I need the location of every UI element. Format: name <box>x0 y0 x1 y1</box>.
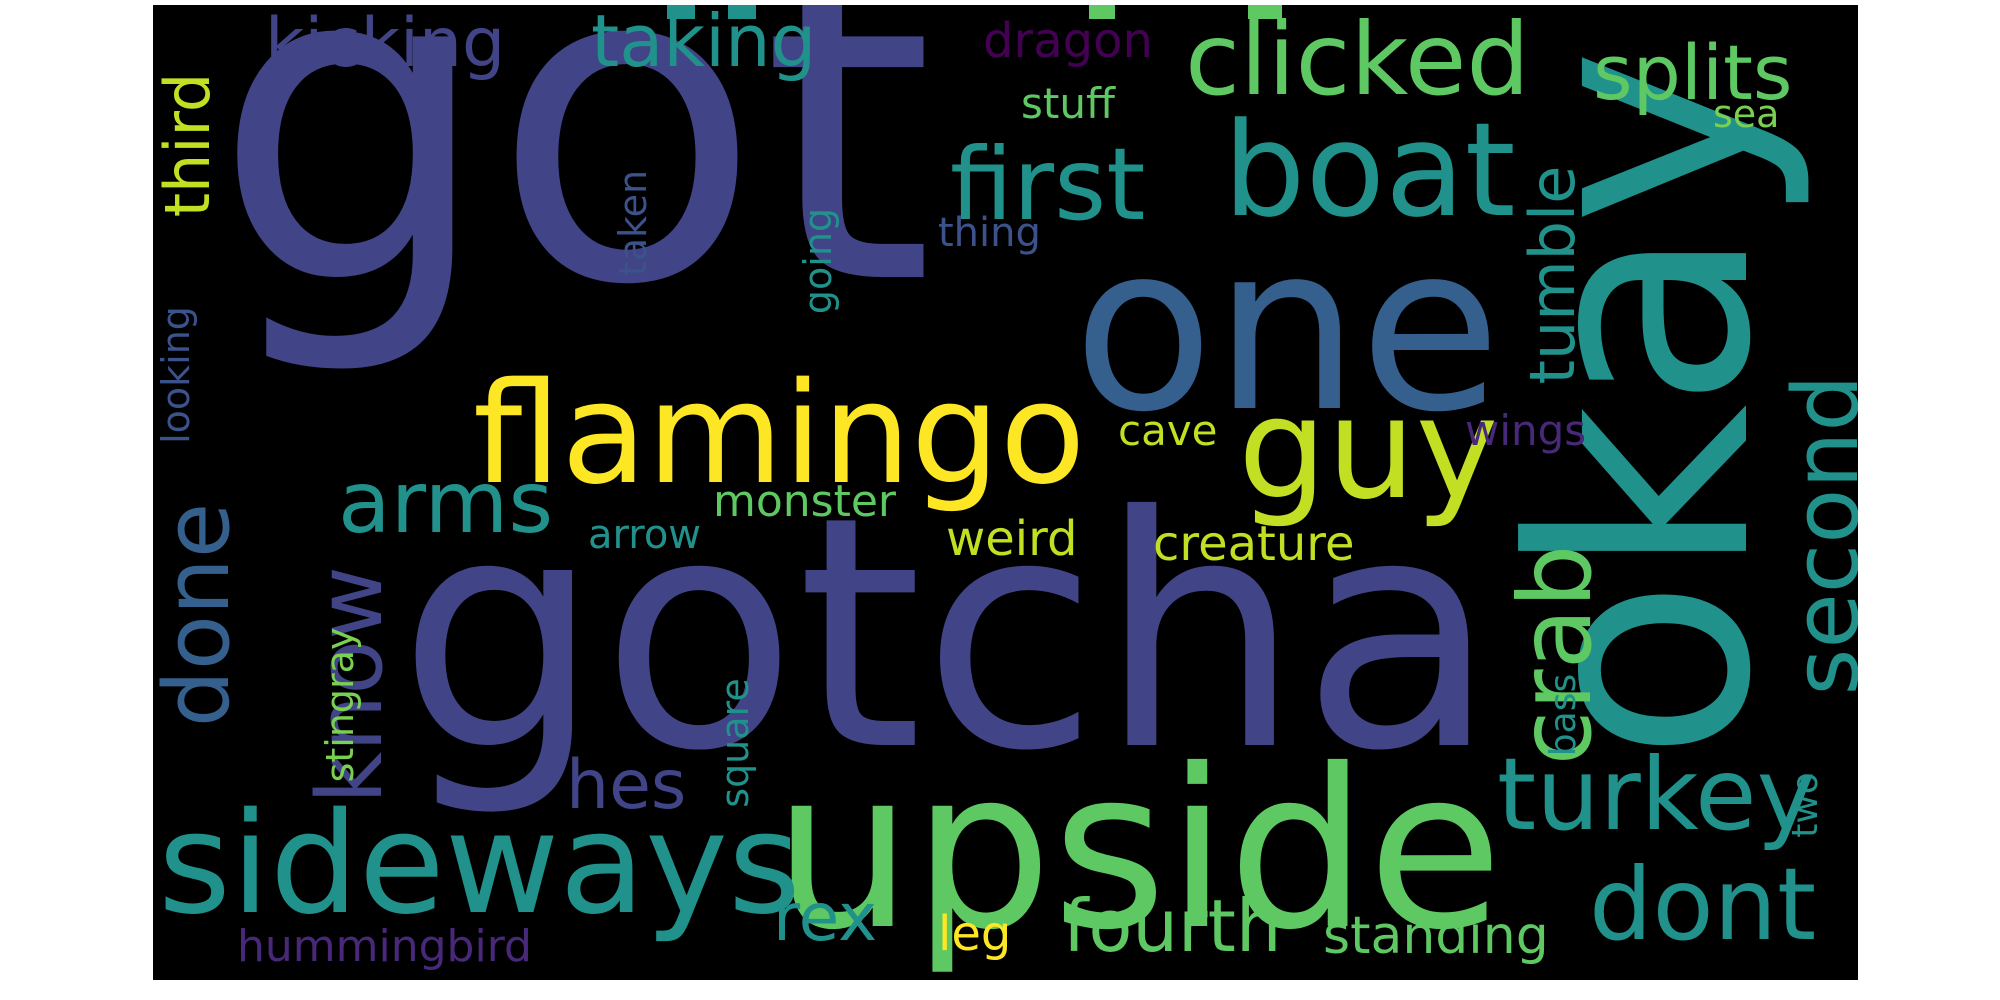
word-hes: hes <box>566 746 687 825</box>
word-done: done <box>153 502 250 728</box>
word-flamingo: flamingo <box>473 353 1086 516</box>
word-one: one <box>1073 196 1501 463</box>
word-looking: looking <box>154 306 198 444</box>
clipped-word-fragment <box>667 5 695 19</box>
word-going: going <box>796 207 840 315</box>
word-first: first <box>950 126 1146 243</box>
word-third: third <box>153 72 224 218</box>
word-arms: arms <box>338 453 554 553</box>
word-got: got <box>213 5 935 381</box>
word-dont: dont <box>1589 846 1817 963</box>
word-monster: monster <box>713 476 897 527</box>
word-square: square <box>713 678 757 808</box>
word-boat: boat <box>1223 94 1516 246</box>
word-rex: rex <box>773 879 878 956</box>
clipped-word-fragment <box>1248 5 1282 19</box>
word-sea: sea <box>1713 92 1780 136</box>
word-dragon: dragon <box>983 13 1153 69</box>
word-stingray: stingray <box>318 627 362 783</box>
word-wings: wings <box>1465 406 1587 455</box>
word-upside: upside <box>773 722 1503 978</box>
word-arrow: arrow <box>588 512 702 558</box>
clipped-word-fragment <box>1089 5 1115 19</box>
word-taken: taken <box>611 169 655 277</box>
word-guy: guy <box>1238 368 1499 531</box>
word-bass: bass <box>1543 673 1584 757</box>
word-two: two <box>1785 772 1826 838</box>
word-leg: leg <box>938 906 1012 962</box>
word-weird: weird <box>946 511 1078 567</box>
word-hummingbird: hummingbird <box>237 921 532 972</box>
word-stuff: stuff <box>1021 79 1115 128</box>
word-creature: creature <box>1153 516 1355 572</box>
word-tumble: tumble <box>1516 165 1589 385</box>
word-cloud-canvas: got gotcha okay one upside flamingo side… <box>153 5 1858 980</box>
word-thing: thing <box>938 210 1041 256</box>
word-splits: splits <box>1593 28 1793 117</box>
word-cave: cave <box>1118 406 1218 455</box>
word-sideways: sideways <box>158 783 801 946</box>
word-standing: standing <box>1323 906 1549 966</box>
clipped-word-fragment <box>728 5 756 19</box>
word-taking: taking <box>591 5 817 83</box>
word-turkey: turkey <box>1497 736 1816 853</box>
word-kicking: kicking <box>265 5 506 83</box>
word-second: second <box>1774 374 1858 696</box>
word-gotcha: gotcha <box>398 449 1498 821</box>
word-clicked: clicked <box>1185 5 1530 118</box>
word-fourth: fourth <box>1063 884 1282 968</box>
